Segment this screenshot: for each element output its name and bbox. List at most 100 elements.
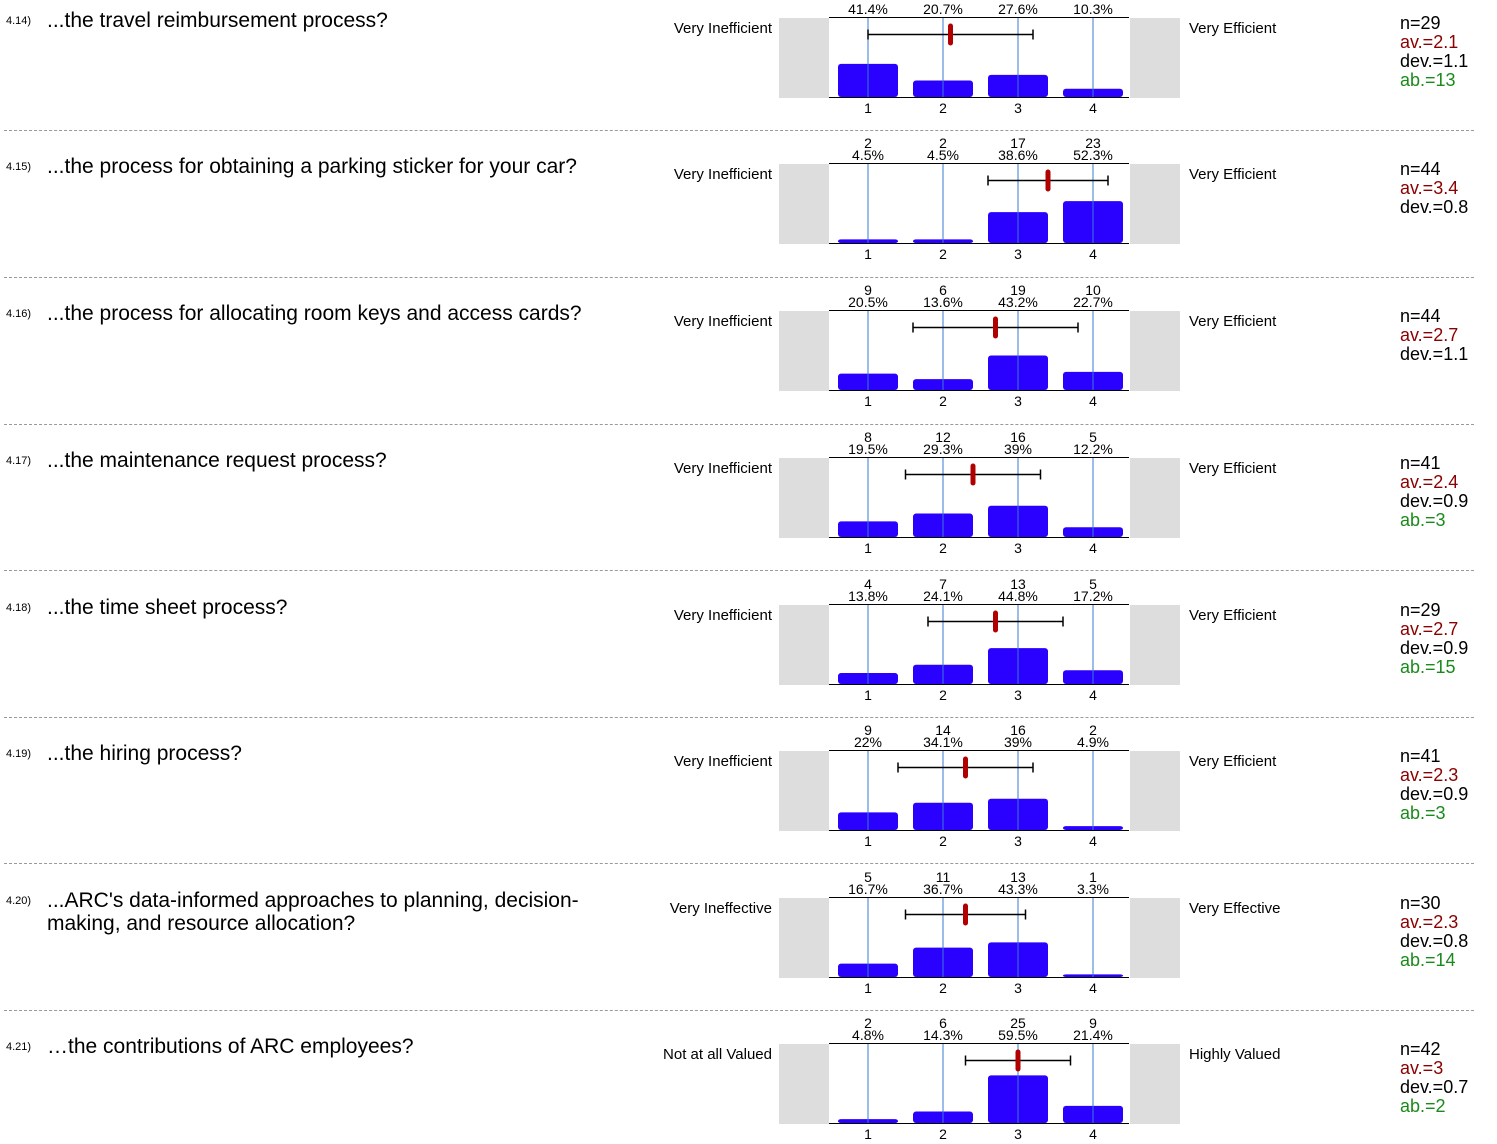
percent-label: 3.3% — [1077, 881, 1109, 897]
tick-label: 2 — [939, 246, 947, 262]
tick-label: 3 — [1014, 687, 1022, 703]
right-side-box — [1130, 458, 1180, 538]
percent-label: 20.7% — [923, 1, 963, 17]
count-label: 9 — [864, 282, 872, 298]
count-label: 16 — [1010, 429, 1026, 445]
stats-block: n=30 av.=2.3 dev.=0.8 ab.=14 — [1400, 894, 1468, 970]
tick-label: 1 — [864, 100, 872, 116]
mean-marker — [963, 756, 968, 779]
count-label: 2 — [939, 135, 947, 151]
question-number: 4.19) — [6, 748, 32, 760]
tick-label: 2 — [939, 100, 947, 116]
stat-n: n=44 — [1400, 159, 1441, 179]
stat-n: n=29 — [1400, 13, 1441, 33]
count-label: 1 — [1089, 869, 1097, 885]
question-row: 4.19) ...the hiring process? Very Ineffici… — [0, 705, 1497, 851]
question-number: 4.17) — [6, 455, 32, 467]
row-separator — [4, 424, 1474, 425]
stat-abstain: ab.=14 — [1400, 950, 1456, 970]
stats-block: n=42 av.=3 dev.=0.7 ab.=2 — [1400, 1040, 1468, 1116]
count-label: 12 — [935, 429, 951, 445]
question-row: 4.17) ...the maintenance request process?… — [0, 412, 1497, 558]
stat-n: n=30 — [1400, 893, 1441, 913]
distribution-chart: 1 41.4% 2 20.7% 3 27.6% 4 10.3% — [779, 1, 1180, 116]
left-side-box — [779, 311, 829, 391]
left-side-box — [779, 164, 829, 244]
stat-deviation: dev.=0.9 — [1400, 491, 1469, 511]
question-number: 4.15) — [6, 161, 32, 173]
count-label: 23 — [1085, 135, 1101, 151]
scale-right-label: Very Efficient — [1189, 166, 1277, 183]
right-side-box — [1130, 1044, 1180, 1124]
question-row: 4.16) ...the process for allocating room … — [0, 265, 1497, 411]
percent-label: 14.3% — [923, 1027, 963, 1043]
stat-average: av.=2.4 — [1400, 472, 1459, 492]
count-label: 4 — [864, 576, 872, 592]
percent-label: 21.4% — [1073, 1027, 1113, 1043]
count-label: 13 — [1010, 869, 1026, 885]
scale-right-label: Very Efficient — [1189, 607, 1277, 624]
percent-label: 39% — [1004, 441, 1032, 457]
count-label: 7 — [939, 576, 947, 592]
stat-average: av.=2.3 — [1400, 912, 1459, 932]
left-side-box — [779, 605, 829, 685]
count-label: 17 — [1010, 135, 1026, 151]
tick-label: 1 — [864, 540, 872, 556]
tick-label: 1 — [864, 393, 872, 409]
question-text: ...the maintenance request process? — [47, 449, 387, 472]
percent-label: 43.3% — [998, 881, 1038, 897]
scale-right-label: Very Efficient — [1189, 313, 1277, 330]
tick-label: 2 — [939, 1126, 947, 1142]
tick-label: 1 — [864, 980, 872, 996]
percent-label: 10.3% — [1073, 1, 1113, 17]
scale-right-label: Very Effective — [1189, 900, 1281, 917]
percent-label: 39% — [1004, 734, 1032, 750]
percent-label: 17.2% — [1073, 588, 1113, 604]
percent-label: 29.3% — [923, 441, 963, 457]
question-row: 4.15) ...the process for obtaining a park… — [0, 118, 1497, 264]
row-separator — [4, 570, 1474, 571]
mean-marker — [993, 316, 998, 339]
stat-average: av.=3 — [1400, 1058, 1444, 1078]
stat-abstain: ab.=13 — [1400, 70, 1456, 90]
count-label: 5 — [1089, 429, 1097, 445]
tick-label: 4 — [1089, 980, 1097, 996]
row-separator — [4, 717, 1474, 718]
tick-label: 1 — [864, 1126, 872, 1142]
stat-deviation: dev.=0.8 — [1400, 931, 1469, 951]
tick-label: 3 — [1014, 540, 1022, 556]
count-label: 9 — [864, 722, 872, 738]
count-label: 2 — [864, 1015, 872, 1031]
percent-label: 13.6% — [923, 294, 963, 310]
stat-average: av.=2.7 — [1400, 325, 1459, 345]
percent-label: 4.9% — [1077, 734, 1109, 750]
stat-deviation: dev.=0.9 — [1400, 784, 1469, 804]
count-label: 6 — [939, 282, 947, 298]
question-number: 4.16) — [6, 308, 32, 320]
stat-abstain: ab.=2 — [1400, 1096, 1446, 1116]
percent-label: 4.5% — [927, 147, 959, 163]
right-side-box — [1130, 751, 1180, 831]
stat-abstain: ab.=3 — [1400, 510, 1446, 530]
mean-marker — [948, 23, 953, 46]
count-label: 14 — [935, 722, 951, 738]
left-side-box — [779, 751, 829, 831]
stat-deviation: dev.=1.1 — [1400, 344, 1469, 364]
percent-label: 24.1% — [923, 588, 963, 604]
question-text: ...the time sheet process? — [47, 596, 288, 619]
count-label: 5 — [864, 869, 872, 885]
percent-label: 22.7% — [1073, 294, 1113, 310]
question-row: 4.18) ...the time sheet process? Very Inef… — [0, 559, 1497, 705]
stat-deviation: dev.=1.1 — [1400, 51, 1469, 71]
count-label: 6 — [939, 1015, 947, 1031]
percent-label: 16.7% — [848, 881, 888, 897]
stat-deviation: dev.=0.9 — [1400, 638, 1469, 658]
row-separator — [4, 130, 1474, 131]
question-row: 4.20) ...ARC's data-informed approaches t… — [0, 852, 1497, 998]
scale-right-label: Very Efficient — [1189, 460, 1277, 477]
stat-n: n=29 — [1400, 600, 1441, 620]
